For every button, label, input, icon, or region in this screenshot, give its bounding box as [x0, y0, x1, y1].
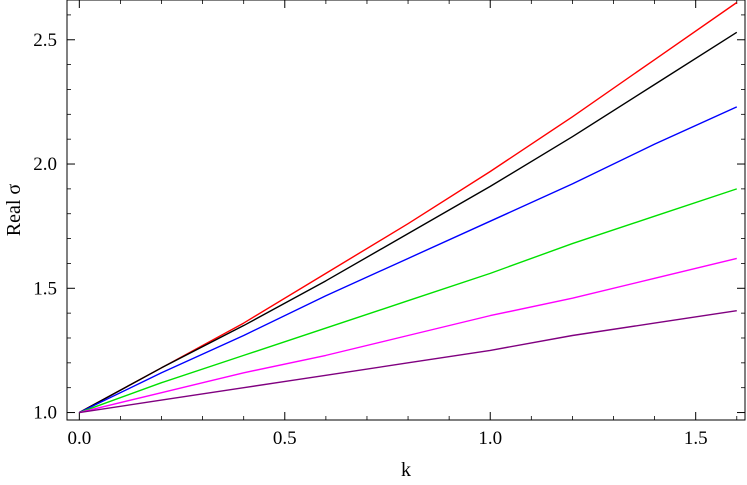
series-line-6	[79, 309, 737, 414]
x-tick-label: 1.0	[478, 428, 502, 449]
y-axis-label: Real σ	[3, 184, 25, 237]
x-axis-label: k	[401, 459, 411, 481]
x-tick-label: 0.0	[67, 428, 91, 449]
series-line-2	[78, 31, 738, 414]
y-tick-label: 2.5	[33, 30, 57, 51]
y-tick-label: 1.0	[33, 403, 57, 424]
x-tick-label: 0.5	[273, 428, 297, 449]
axis-ticks	[67, 0, 745, 420]
y-tick-label: 1.5	[33, 278, 57, 299]
series-line-3	[79, 106, 738, 414]
series-line-4	[79, 188, 738, 414]
series-line-5	[79, 257, 737, 414]
plot-area	[66, 0, 746, 421]
series-line-1	[78, 1, 738, 414]
series-group	[78, 1, 738, 414]
tick-labels: 0.0 0.5 1.0 1.5 1.0 1.5 2.0 2.5	[33, 30, 707, 449]
x-tick-label: 1.5	[684, 428, 708, 449]
y-tick-label: 2.0	[33, 154, 57, 175]
